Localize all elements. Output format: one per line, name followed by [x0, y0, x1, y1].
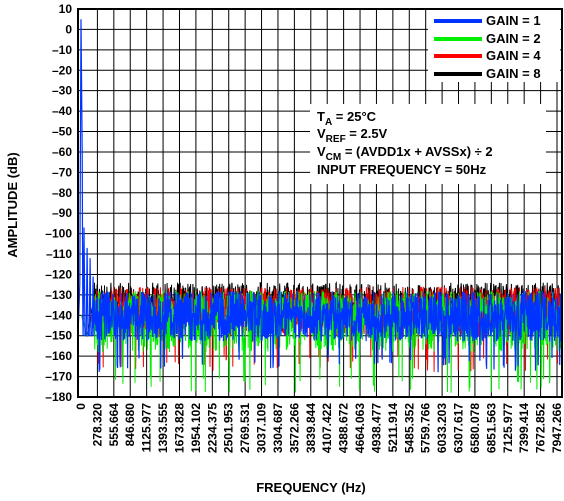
y-tick-label: –130 — [45, 288, 72, 302]
x-tick-label: 555.664 — [107, 403, 121, 447]
y-tick-label: –100 — [45, 227, 72, 241]
y-tick-label: –150 — [45, 329, 72, 343]
annotation-ta: TA = 25°C — [317, 109, 377, 128]
y-tick-label: –50 — [52, 125, 72, 139]
x-tick-label: 7672.852 — [534, 403, 548, 453]
x-tick-label: 5211.914 — [386, 403, 400, 453]
x-tick-labels: 0 278.320 555.664 846.680 1125.977 1393.555 16… — [74, 403, 564, 453]
x-tick-label: 5759.766 — [419, 403, 433, 453]
y-tick-labels: 10 0 –10 –20 –30 –40 –50 –60 –70 –80 –90 –100 –110 –1… — [45, 2, 72, 404]
y-tick-label: –140 — [45, 308, 72, 322]
x-tick-label: 3839.844 — [304, 403, 318, 453]
series-line-gain-1 — [77, 19, 563, 373]
y-tick-label: –110 — [46, 247, 72, 261]
x-tick-label: 846.680 — [123, 403, 137, 447]
x-tick-label: 1673.828 — [172, 403, 186, 453]
x-tick-label: 6307.617 — [452, 403, 466, 453]
x-tick-label: 4664.063 — [353, 403, 367, 453]
traces — [77, 19, 563, 393]
annotation-background — [310, 104, 546, 184]
x-tick-label: 4938.477 — [369, 403, 383, 453]
x-tick-label: 1125.977 — [140, 403, 154, 453]
x-tick-label: 1393.555 — [156, 403, 170, 453]
annotation-input-frequency: INPUT FREQUENCY = 50Hz — [317, 162, 487, 177]
conditions-annotation: TA = 25°C VREF = 2.5V VCM = (AVDD1x + AV… — [310, 104, 546, 184]
annotation-vcm: VCM = (AVDD1x + AVSSx) ÷ 2 — [317, 144, 493, 163]
x-tick-label: 7399.414 — [517, 403, 531, 453]
x-tick-label: 5485.352 — [402, 403, 416, 453]
legend-label-gain-1: GAIN = 1 — [486, 13, 541, 28]
y-tick-label: –170 — [45, 370, 72, 384]
annotation-vref: VREF = 2.5V — [317, 126, 388, 145]
y-tick-label: –30 — [52, 84, 72, 98]
x-tick-label: 3037.109 — [255, 403, 269, 453]
legend-label-gain-2: GAIN = 2 — [486, 31, 541, 46]
y-tick-label: 10 — [59, 2, 73, 16]
y-tick-label: 0 — [65, 22, 72, 36]
y-tick-label: –40 — [52, 104, 72, 118]
x-tick-label: 3572.266 — [287, 403, 301, 453]
y-axis-title: AMPLITUDE (dB) — [5, 152, 20, 257]
y-tick-label: –90 — [52, 206, 72, 220]
x-tick-label: 0 — [74, 403, 88, 410]
y-tick-label: –10 — [52, 43, 72, 57]
x-tick-label: 2234.375 — [205, 403, 219, 453]
x-tick-label: 7125.977 — [501, 403, 515, 453]
y-tick-label: –20 — [52, 63, 72, 77]
y-tick-label: –80 — [52, 186, 72, 200]
legend: GAIN = 1 GAIN = 2 GAIN = 4 GAIN = 8 — [428, 10, 560, 82]
y-tick-label: –120 — [45, 267, 72, 281]
x-tick-label: 4107.422 — [320, 403, 334, 453]
legend-label-gain-8: GAIN = 8 — [486, 66, 541, 81]
x-tick-label: 2769.531 — [238, 403, 252, 453]
y-tick-label: –160 — [45, 349, 72, 363]
x-tick-label: 2501.953 — [222, 403, 236, 453]
y-tick-label: –60 — [52, 145, 72, 159]
legend-label-gain-4: GAIN = 4 — [486, 48, 541, 63]
x-tick-label: 6851.563 — [484, 403, 498, 453]
x-tick-label: 1954.102 — [189, 403, 203, 453]
x-tick-label: 3304.687 — [271, 403, 285, 453]
x-tick-label: 7947.266 — [550, 403, 564, 453]
plot-frame — [77, 8, 563, 398]
y-tick-label: –70 — [52, 165, 72, 179]
x-axis-title: FREQUENCY (Hz) — [256, 480, 366, 495]
y-tick-label: –180 — [45, 390, 72, 404]
x-tick-label: 278.320 — [90, 403, 104, 447]
x-tick-label: 6033.203 — [435, 403, 449, 453]
x-tick-label: 4388.672 — [337, 403, 351, 453]
x-tick-label: 6580.078 — [468, 403, 482, 453]
